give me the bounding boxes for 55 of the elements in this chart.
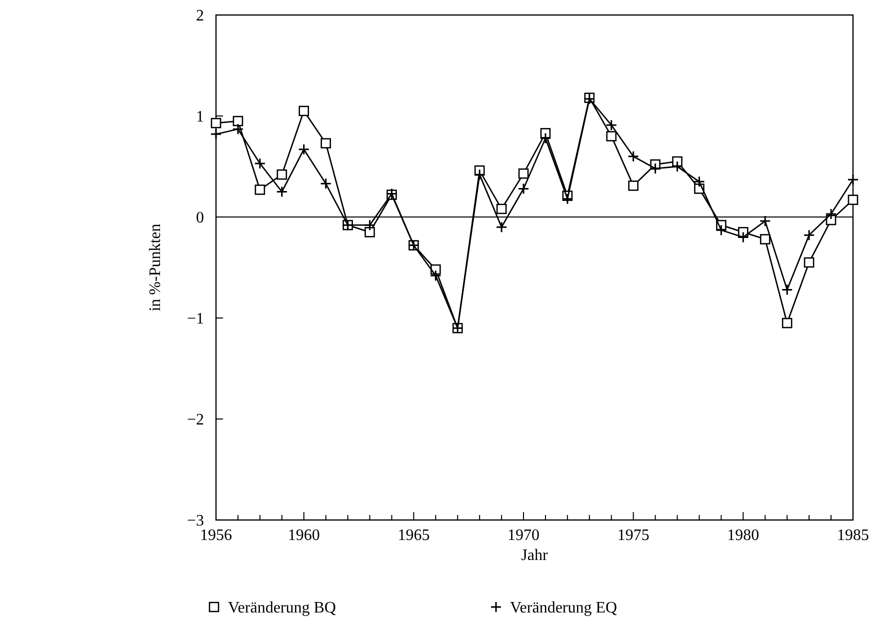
point	[430, 270, 442, 282]
point	[737, 231, 749, 243]
x-axis-title: Jahr	[521, 547, 548, 564]
point	[628, 180, 638, 191]
point	[210, 128, 222, 140]
x-tick-label: 1956	[200, 527, 232, 544]
point	[540, 132, 552, 144]
y-tick-label: 2	[196, 8, 204, 25]
point	[210, 118, 222, 128]
point	[606, 119, 618, 131]
point	[782, 318, 792, 328]
point	[803, 229, 815, 241]
point	[298, 106, 310, 116]
x-tick-label: 1970	[508, 527, 540, 544]
y-tick-label: 0	[196, 210, 204, 227]
point	[518, 182, 530, 194]
point	[672, 160, 684, 172]
point	[693, 176, 705, 188]
legend-label: Veränderung EQ	[510, 600, 618, 617]
point	[496, 204, 507, 214]
point	[606, 131, 617, 142]
point	[518, 168, 529, 179]
y-tick-label: −2	[186, 412, 204, 429]
point	[650, 162, 662, 174]
point	[848, 194, 858, 205]
x-tick-label: 1980	[727, 527, 760, 544]
x-tick-label: 1975	[617, 527, 650, 544]
point	[298, 144, 310, 156]
point	[276, 169, 288, 180]
point	[760, 234, 770, 244]
point	[232, 123, 244, 135]
y-axis-title: in %-Punkten	[147, 224, 164, 312]
point	[254, 158, 266, 170]
point	[715, 224, 727, 236]
point	[320, 138, 331, 148]
y-tick-label: −3	[186, 512, 204, 530]
point	[276, 186, 288, 198]
point	[364, 227, 375, 238]
point	[628, 150, 640, 162]
point	[759, 215, 771, 227]
point	[825, 208, 837, 220]
point	[320, 178, 332, 190]
x-tick-label: 1960	[288, 527, 320, 544]
point	[232, 116, 244, 126]
x-tick-label: 1985	[837, 527, 869, 544]
point	[496, 221, 508, 233]
point	[847, 174, 859, 186]
point	[804, 257, 814, 268]
y-tick-label: 1	[196, 108, 204, 126]
point	[781, 284, 793, 296]
x-tick-label: 1965	[398, 527, 430, 544]
y-tick-label: −1	[186, 310, 204, 328]
legend-label: Veränderung BQ	[228, 600, 336, 617]
point	[364, 219, 376, 231]
point	[254, 184, 266, 195]
